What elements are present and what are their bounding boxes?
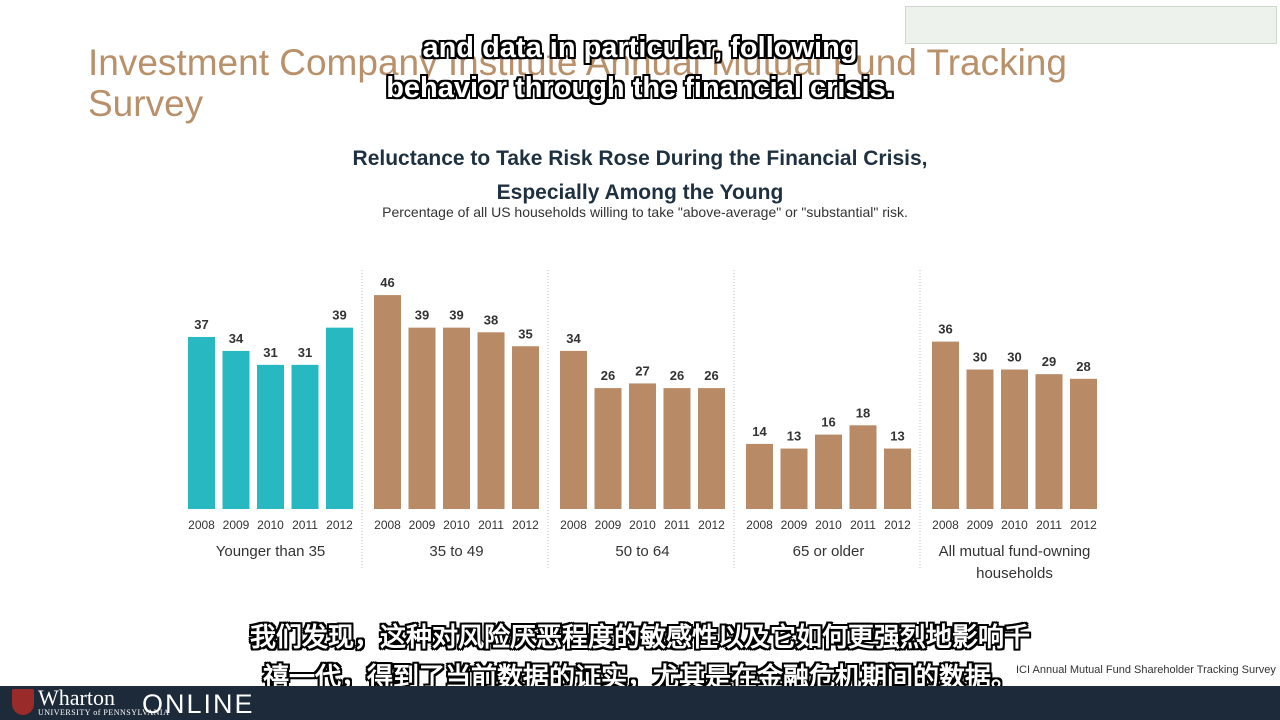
year-tick-label: 2010 — [257, 518, 284, 532]
bar-value-label: 30 — [973, 350, 987, 365]
slide-title: Investment Company Institute Annual Mutu… — [88, 42, 1067, 124]
bar — [594, 388, 622, 509]
year-tick-label: 2010 — [1001, 518, 1028, 532]
year-tick-label: 2009 — [409, 518, 436, 532]
bar-value-label: 30 — [1007, 350, 1021, 365]
bar-value-label: 13 — [787, 429, 801, 444]
bar-value-label: 38 — [484, 312, 498, 327]
bar — [477, 332, 505, 509]
bar-value-label: 26 — [670, 368, 684, 383]
group-label: 50 to 64 — [615, 543, 669, 560]
year-tick-label: 2008 — [560, 518, 587, 532]
bar-value-label: 46 — [380, 275, 394, 290]
year-tick-label: 2010 — [815, 518, 842, 532]
chart-title-line2: Especially Among the Young — [496, 181, 784, 204]
bar-value-label: 13 — [890, 429, 904, 444]
year-tick-label: 2009 — [967, 518, 994, 532]
bar — [1070, 378, 1097, 509]
bar — [222, 350, 250, 509]
bar — [512, 346, 539, 509]
bar — [746, 443, 773, 509]
bar-value-label: 27 — [635, 363, 649, 378]
year-tick-label: 2012 — [1070, 518, 1097, 532]
chart-title: Reluctance to Take Risk Rose During the … — [0, 142, 1280, 210]
chart-subtitle: Percentage of all US households willing … — [382, 204, 908, 220]
bar-value-label: 29 — [1042, 354, 1056, 369]
year-tick-label: 2008 — [746, 518, 773, 532]
bar-value-label: 39 — [415, 308, 429, 323]
bar — [629, 383, 656, 509]
bar-value-label: 26 — [601, 368, 615, 383]
bar — [932, 341, 959, 509]
bar — [374, 295, 401, 509]
footer-university: UNIVERSITY of PENNSYLVANIA — [38, 708, 170, 717]
year-tick-label: 2009 — [595, 518, 622, 532]
caption-en-line2: behavior through the financial crisis. — [386, 72, 894, 104]
group-label: 35 to 49 — [429, 543, 483, 560]
year-tick-label: 2009 — [781, 518, 808, 532]
bar — [188, 336, 215, 509]
bar — [1035, 374, 1063, 509]
year-tick-label: 2010 — [443, 518, 470, 532]
group-label: Younger than 35 — [216, 543, 326, 560]
year-tick-label: 2012 — [698, 518, 725, 532]
bar — [663, 388, 691, 509]
year-tick-label: 2008 — [932, 518, 959, 532]
year-tick-label: 2011 — [664, 518, 690, 532]
bar — [849, 425, 877, 509]
caption-en-line1: and data in particular, following — [422, 32, 858, 64]
bar-value-label: 35 — [518, 326, 532, 341]
bar — [257, 364, 284, 509]
footer-online: ONLINE — [142, 689, 255, 719]
bar-value-label: 31 — [263, 345, 277, 360]
bar-value-label: 28 — [1076, 359, 1090, 374]
year-tick-label: 2011 — [478, 518, 504, 532]
bar-value-label: 34 — [566, 331, 581, 346]
bar — [326, 327, 353, 509]
caption-zh-line1: 我们发现，这种对风险厌恶程度的敏感性以及它如何更强烈地影响千 — [249, 623, 1030, 653]
bar — [780, 448, 808, 509]
bar-value-label: 16 — [821, 415, 835, 430]
bar — [815, 434, 842, 509]
bar-value-label: 39 — [449, 308, 463, 323]
bar-value-label: 31 — [298, 345, 312, 360]
year-tick-label: 2012 — [512, 518, 539, 532]
bar — [443, 327, 470, 509]
group-label: All mutual fund-owning — [939, 543, 1091, 560]
chart-title-line1: Reluctance to Take Risk Rose During the … — [352, 147, 928, 170]
bar — [560, 350, 587, 509]
bar — [966, 369, 994, 509]
year-tick-label: 2012 — [326, 518, 353, 532]
year-tick-label: 2008 — [188, 518, 215, 532]
bar-value-label: 18 — [856, 405, 870, 420]
bar — [291, 364, 319, 509]
year-tick-label: 2009 — [223, 518, 250, 532]
year-tick-label: 2012 — [884, 518, 911, 532]
group-label-line2: households — [976, 565, 1053, 582]
bar-value-label: 26 — [704, 368, 718, 383]
wharton-shield-icon — [12, 689, 34, 715]
source-note: ICI Annual Mutual Fund Shareholder Track… — [1016, 664, 1276, 676]
bar — [1001, 369, 1028, 509]
footer-brand: Wharton — [38, 685, 115, 710]
year-tick-label: 2010 — [629, 518, 656, 532]
bar-value-label: 37 — [194, 317, 208, 332]
bar-value-label: 14 — [752, 424, 767, 439]
bar-value-label: 36 — [938, 322, 952, 337]
footer-bar: Wharton UNIVERSITY of PENNSYLVANIA ONLIN… — [0, 686, 1280, 720]
bar-value-label: 34 — [229, 331, 244, 346]
bar — [884, 448, 911, 509]
bar — [408, 327, 436, 509]
top-right-box — [905, 6, 1277, 44]
bar-value-label: 39 — [332, 308, 346, 323]
bar — [698, 388, 725, 509]
year-tick-label: 2011 — [292, 518, 318, 532]
group-label: 65 or older — [793, 543, 865, 560]
year-tick-label: 2011 — [850, 518, 876, 532]
year-tick-label: 2011 — [1036, 518, 1062, 532]
year-tick-label: 2008 — [374, 518, 401, 532]
